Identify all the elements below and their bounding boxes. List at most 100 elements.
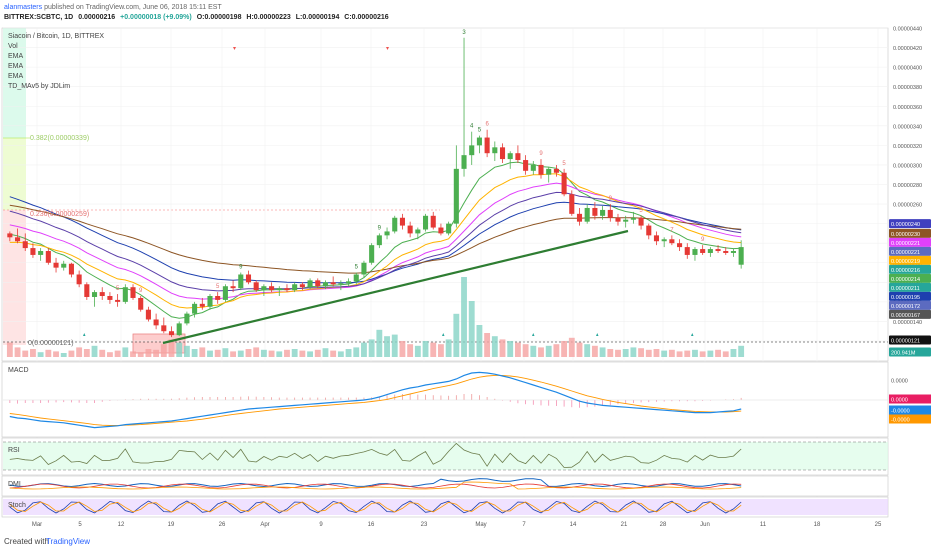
volume-bar: [599, 347, 606, 357]
volume-bar: [607, 349, 614, 357]
grid-lines: [3, 27, 888, 517]
volume-bar: [60, 353, 67, 357]
candle-body: [292, 284, 298, 291]
volume-bar: [684, 350, 691, 357]
price-tag-label: 0.00000121: [891, 339, 920, 345]
volume-bar: [245, 349, 252, 357]
low-value: L:0.00000194: [295, 14, 340, 21]
fib-zone-green: [3, 28, 26, 138]
candle-body: [338, 283, 344, 285]
price-tag-label: 0.00000216: [891, 268, 920, 274]
price-tag: [889, 246, 931, 256]
candle-body: [715, 249, 721, 252]
candle-body: [161, 325, 167, 332]
tradingview-logo[interactable]: TradingView: [46, 537, 91, 546]
legend-title: Siacoin / Bitcoin, 1D, BITTREX: [8, 33, 104, 40]
volume-bar: [391, 334, 398, 357]
footer: Created with TradingView: [0, 533, 932, 550]
candle-body: [669, 239, 675, 244]
candle-body: [476, 137, 482, 146]
candle-body: [361, 262, 367, 275]
candle-body: [299, 284, 305, 288]
candle-body: [84, 284, 90, 297]
author-link[interactable]: alanmasters: [4, 4, 43, 11]
legend-ema-3[interactable]: EMA: [8, 73, 24, 80]
candlesticks[interactable]: [7, 37, 744, 338]
time-axis[interactable]: Mar 5 12 19 26 Apr 9 16 23 May 7 14 21 28 Jun 11 18 25: [32, 522, 882, 528]
macd-line: [9, 371, 742, 429]
candle-body: [700, 249, 706, 253]
volume-bar: [507, 341, 514, 357]
volume-bar: [68, 350, 75, 357]
candle-body: [646, 225, 652, 236]
time-tick-label: 18: [814, 522, 821, 528]
candle-body: [730, 251, 736, 253]
td-count: 3: [462, 30, 466, 36]
price-tick-label: 0.00000280: [893, 183, 922, 189]
dmi-minus: [9, 483, 742, 489]
fib-label-382: 0.382(0.00000339): [30, 135, 89, 142]
candle-body: [461, 155, 467, 169]
price-tick-label: 0.00000300: [893, 163, 922, 169]
price-tag-label: 0.00000221: [891, 250, 920, 256]
macd-pane[interactable]: [1, 361, 889, 438]
candle-body: [630, 217, 636, 220]
td-count: 9: [609, 196, 613, 202]
candle-body: [176, 323, 182, 336]
legend-ema-1[interactable]: EMA: [8, 53, 24, 60]
symbol-label[interactable]: BITTREX:SCBTC, 1D: [4, 14, 74, 21]
fib-zone-lime: [3, 138, 26, 210]
candle-body: [384, 231, 390, 236]
volume-bar: [253, 347, 260, 357]
volume-bar: [615, 349, 621, 357]
price-tick-label: 0.00000340: [893, 124, 922, 130]
fib-label-0: 0(0.00000121): [28, 340, 74, 347]
candle-body: [684, 247, 690, 255]
candle-body: [245, 274, 252, 283]
dmi-adx: [9, 481, 742, 490]
volume-bar: [76, 347, 83, 357]
candle-body: [499, 147, 506, 160]
td-count: 9: [239, 265, 243, 271]
volume-bar: [376, 329, 383, 357]
price-tag-label: 0.00000195: [891, 295, 920, 301]
candle-body: [707, 249, 713, 253]
ema-purple-line: [9, 191, 742, 292]
volume-bar: [83, 349, 90, 357]
volume-bar: [399, 341, 406, 357]
price-tag: [889, 264, 931, 274]
volume-bar: [307, 351, 313, 357]
dmi-pane[interactable]: [1, 475, 889, 497]
candle-body: [469, 145, 475, 156]
candle-body: [353, 274, 359, 282]
candle-body: [76, 274, 82, 285]
price-tag-label: 0.00000214: [891, 277, 920, 283]
trend-line[interactable]: [162, 229, 629, 345]
candle-body: [22, 241, 28, 249]
publish-line: alanmasters published on TradingView.com…: [4, 3, 222, 13]
candle-body: [315, 280, 321, 287]
candle-body: [392, 217, 398, 232]
candle-body: [307, 280, 313, 288]
legend-vol[interactable]: Vol: [8, 43, 18, 50]
legend-ema-2[interactable]: EMA: [8, 63, 24, 70]
price-tag-label: 0.00000167: [891, 313, 920, 319]
created-with: Created with: [4, 537, 49, 546]
macd-tag-label: -0.0000: [891, 418, 910, 424]
candle-body: [68, 263, 74, 275]
volume-bar: [207, 350, 213, 357]
candle-body: [276, 288, 282, 291]
fib-label-236: 0.236(0.00000259): [30, 211, 89, 218]
time-tick-label: Jun: [700, 522, 710, 528]
volume-bar: [183, 345, 190, 357]
stoch-label: Stoch: [8, 502, 26, 509]
macd-tag: [889, 414, 931, 424]
candle-body: [153, 319, 159, 326]
volume-bar: [668, 349, 675, 357]
buy-arrow-icon: [596, 333, 599, 336]
main-pane[interactable]: [1, 27, 889, 362]
volume-bar: [260, 349, 267, 357]
price-tag: [889, 237, 931, 247]
legend-td-mav5[interactable]: TD_MAv5 by JDLim: [8, 83, 70, 90]
